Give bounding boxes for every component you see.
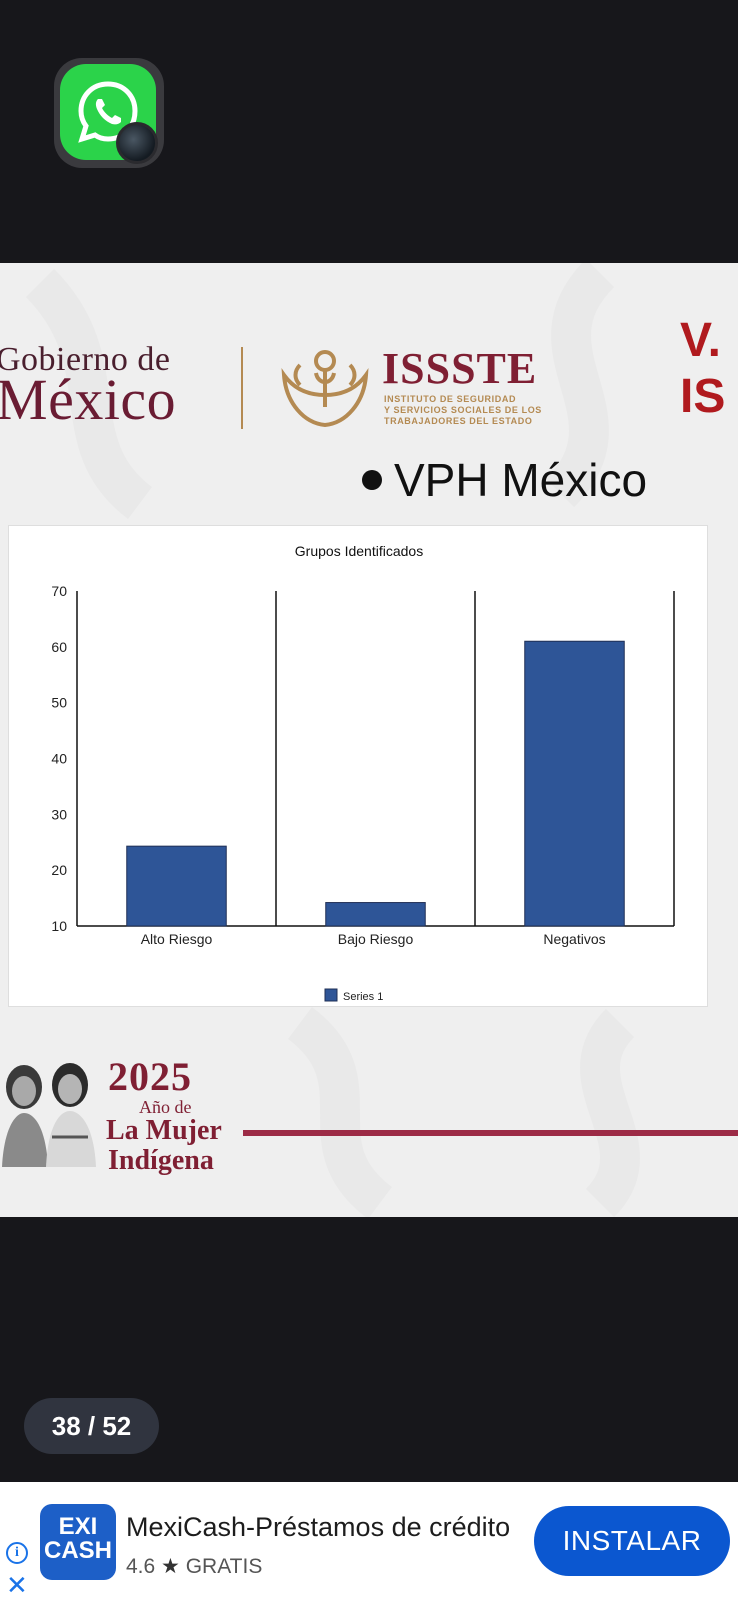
slide-bullet-title: VPH México [362, 453, 647, 507]
header-divider [241, 347, 243, 429]
chart-svg: Grupos Identificados 70 60 50 40 30 20 10 Alto R… [51, 543, 675, 1003]
women-illustration [2, 1063, 96, 1167]
footer-year: 2025 [108, 1054, 192, 1099]
y-tick-label: 10 [51, 918, 67, 934]
ad-rating: 4.6 ★ GRATIS [126, 1554, 262, 1579]
bar-alto-riesgo [126, 845, 227, 927]
ad-logo-bottom: CASH [43, 1537, 112, 1564]
legend-swatch [324, 988, 338, 1002]
ad-rating-value: 4.6 [126, 1555, 156, 1578]
star-icon: ★ [161, 1555, 180, 1578]
issste-emblem-icon [281, 350, 369, 428]
y-tick-label: 20 [51, 862, 67, 878]
x-tick-label: Alto Riesgo [141, 931, 213, 947]
x-tick-label: Bajo Riesgo [338, 931, 414, 947]
y-tick-label: 70 [51, 583, 67, 599]
presentation-slide: Gobierno de México ISSSTE INSTITUTO DE S… [0, 263, 738, 1217]
issste-subtitle: INSTITUTO DE SEGURIDAD Y SERVICIOS SOCIA… [384, 394, 542, 427]
y-tick-label: 40 [51, 751, 67, 767]
ad-banner[interactable]: i ✕ EXI CASH MexiCash-Préstamos de crédi… [0, 1482, 738, 1600]
y-tick-label: 30 [51, 806, 67, 822]
bar-bajo-riesgo [325, 902, 426, 927]
bubble-avatar [116, 122, 158, 164]
install-button[interactable]: INSTALAR [534, 1506, 730, 1576]
gobierno-line2: México [0, 367, 177, 432]
background-pattern [25, 263, 640, 1217]
corner-line2: IS [680, 370, 726, 423]
footer-line3: Indígena [108, 1145, 214, 1176]
ad-app-logo[interactable]: EXI CASH [40, 1504, 116, 1580]
ad-close-icon[interactable]: ✕ [6, 1570, 28, 1600]
ad-title[interactable]: MexiCash-Préstamos de crédito [126, 1512, 511, 1542]
corner-line1: V. [680, 314, 721, 367]
bullet-title-text: VPH México [394, 454, 648, 506]
issste-sub-line1: INSTITUTO DE SEGURIDAD [384, 394, 517, 404]
x-tick-label: Negativos [543, 931, 605, 947]
footer-rule [243, 1130, 738, 1136]
whatsapp-icon[interactable] [60, 64, 156, 160]
ad-logo-top: EXI [58, 1513, 98, 1540]
bar-chart: Grupos Identificados 70 60 50 40 30 20 10 Alto R… [8, 525, 708, 1007]
chart-title: Grupos Identificados [295, 543, 423, 559]
whatsapp-bubble[interactable] [54, 58, 164, 168]
corner-text: V. IS [680, 313, 725, 425]
ad-price: GRATIS [185, 1555, 263, 1578]
issste-sub-line3: TRABAJADORES DEL ESTADO [384, 416, 533, 426]
y-tick-label: 50 [51, 695, 67, 711]
footer-line2: La Mujer [106, 1115, 222, 1146]
issste-sub-line2: Y SERVICIOS SOCIALES DE LOS [384, 405, 542, 415]
y-tick-label: 60 [51, 639, 67, 655]
footer-line1: Año de [139, 1097, 192, 1117]
ad-info-icon[interactable]: i [6, 1542, 28, 1564]
bullet-icon [362, 469, 382, 490]
bar-negativos [524, 640, 625, 927]
page-counter: 38 / 52 [24, 1398, 159, 1454]
gobierno-line1: Gobierno de [0, 341, 171, 378]
legend-label: Series 1 [343, 991, 383, 1003]
issste-title: ISSSTE [382, 344, 538, 393]
